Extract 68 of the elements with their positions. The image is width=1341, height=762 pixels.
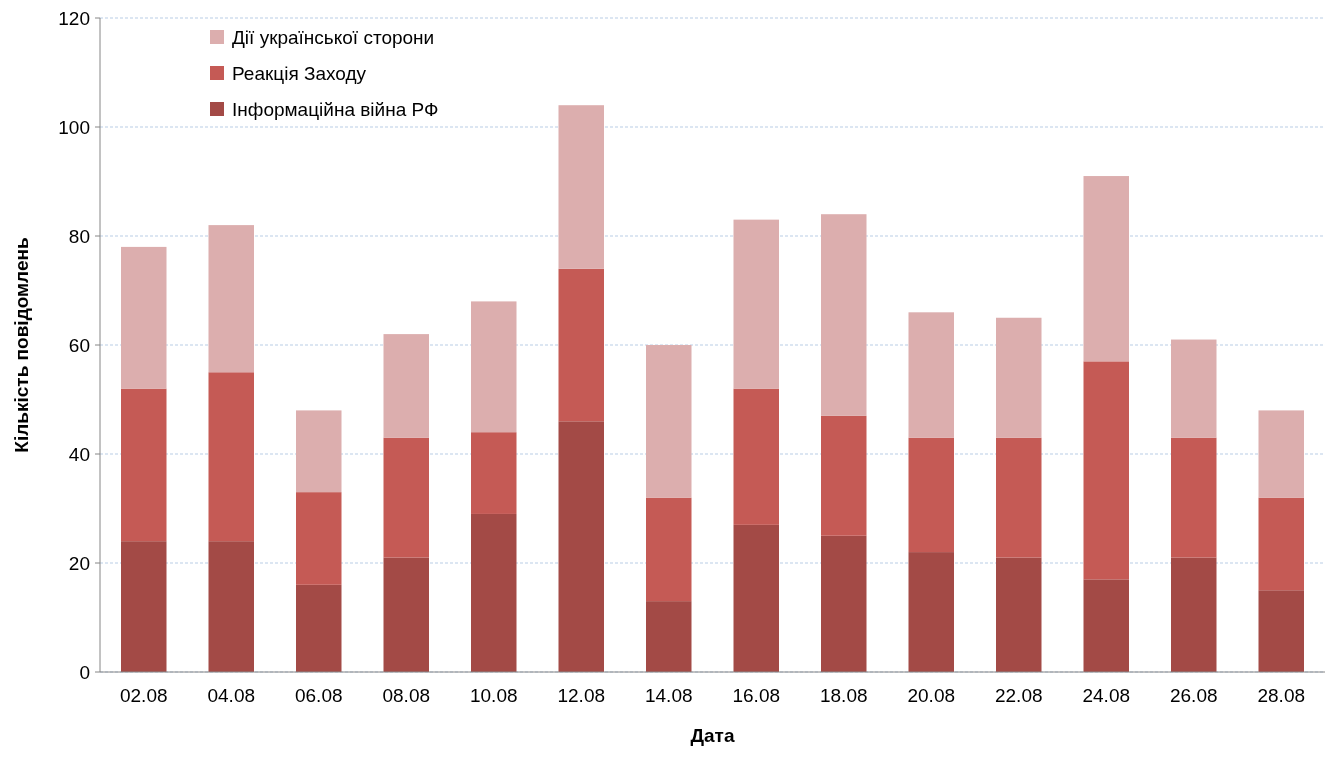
bar — [908, 437, 954, 553]
x-tick-label: 04.08 — [207, 685, 256, 706]
x-tick-label: 28.08 — [1257, 685, 1306, 706]
bar — [208, 372, 254, 542]
bar — [121, 541, 167, 672]
legend-label: Дії української сторони — [232, 26, 435, 48]
legend-label: Реакція Заходу — [232, 62, 367, 84]
bar — [1258, 410, 1304, 498]
bar — [471, 513, 517, 672]
bar — [558, 421, 604, 672]
bar — [558, 105, 604, 269]
bar — [471, 432, 517, 514]
bar — [996, 557, 1042, 672]
bar — [996, 437, 1042, 558]
x-tick-label: 16.08 — [732, 685, 781, 706]
bar — [1258, 590, 1304, 672]
x-tick-label: 08.08 — [382, 685, 431, 706]
bar — [1171, 557, 1217, 672]
x-tick-label: 14.08 — [644, 685, 693, 706]
bar — [646, 601, 692, 672]
x-axis-title: Дата — [690, 725, 735, 746]
x-tick-label: 20.08 — [907, 685, 956, 706]
bar — [733, 524, 779, 672]
legend-label: Інформаційна війна РФ — [232, 98, 439, 120]
bar — [821, 415, 867, 536]
x-tick-label: 12.08 — [557, 685, 606, 706]
y-tick-label: 120 — [58, 7, 90, 29]
bar — [208, 225, 254, 373]
bar — [558, 268, 604, 422]
bar — [908, 552, 954, 672]
bar — [471, 301, 517, 433]
bar — [1083, 579, 1129, 672]
y-tick-label: 80 — [68, 225, 90, 247]
bar — [996, 317, 1042, 438]
bar — [296, 410, 342, 493]
x-tick-label: 06.08 — [294, 685, 343, 706]
bar — [646, 345, 692, 498]
bar — [821, 214, 867, 416]
bar — [296, 584, 342, 672]
y-tick-label: 40 — [68, 443, 90, 465]
y-tick-label: 60 — [68, 334, 90, 356]
y-tick-label: 100 — [58, 116, 90, 138]
bar — [383, 557, 429, 672]
bar — [1171, 339, 1217, 438]
x-tick-label: 02.08 — [119, 685, 168, 706]
x-tick-label: 18.08 — [819, 685, 868, 706]
bar — [121, 388, 167, 542]
bar — [908, 312, 954, 438]
bar — [1083, 361, 1129, 580]
bar — [1171, 437, 1217, 558]
bar — [383, 437, 429, 558]
bar — [383, 334, 429, 438]
bar — [646, 497, 692, 602]
bar — [733, 219, 779, 389]
y-tick-label: 0 — [79, 661, 90, 683]
bar — [1258, 497, 1304, 591]
bar — [1083, 176, 1129, 362]
y-tick-label: 20 — [68, 552, 90, 574]
x-tick-label: 26.08 — [1169, 685, 1218, 706]
x-tick-label: 22.08 — [994, 685, 1043, 706]
bar — [733, 388, 779, 525]
x-tick-label: 10.08 — [469, 685, 518, 706]
bar — [208, 541, 254, 672]
x-tick-label: 24.08 — [1082, 685, 1131, 706]
y-axis-title: Кількість повідомлень — [11, 237, 32, 453]
bar — [821, 535, 867, 672]
bar — [296, 492, 342, 585]
bar — [121, 246, 167, 389]
